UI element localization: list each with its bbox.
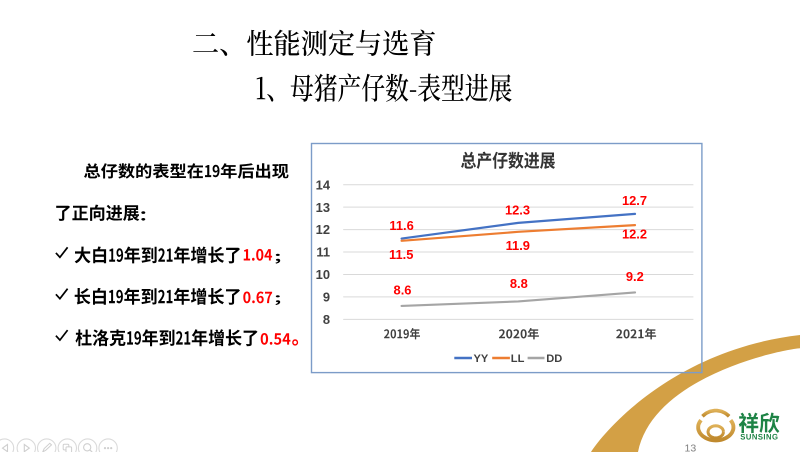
svg-text:13: 13 [316,200,330,215]
svg-text:8: 8 [323,312,330,327]
svg-text:12.2: 12.2 [622,226,647,241]
svg-text:8.6: 8.6 [394,283,412,298]
svg-text:11.9: 11.9 [506,238,530,253]
svg-text:11: 11 [316,245,330,260]
svg-text:10: 10 [316,267,330,282]
svg-text:9: 9 [323,290,330,305]
svg-text:11.6: 11.6 [389,218,413,233]
svg-text:11.5: 11.5 [389,247,413,262]
svg-text:LL: LL [511,353,525,365]
svg-text:13: 13 [685,442,697,452]
svg-text:12.3: 12.3 [505,202,530,217]
svg-text:9.2: 9.2 [626,269,644,284]
svg-text:8.8: 8.8 [510,276,528,291]
svg-text:DD: DD [546,353,562,365]
svg-text:14: 14 [316,177,331,192]
svg-text:YY: YY [474,353,489,365]
svg-text:12: 12 [316,222,330,237]
svg-text:12.7: 12.7 [622,193,647,208]
